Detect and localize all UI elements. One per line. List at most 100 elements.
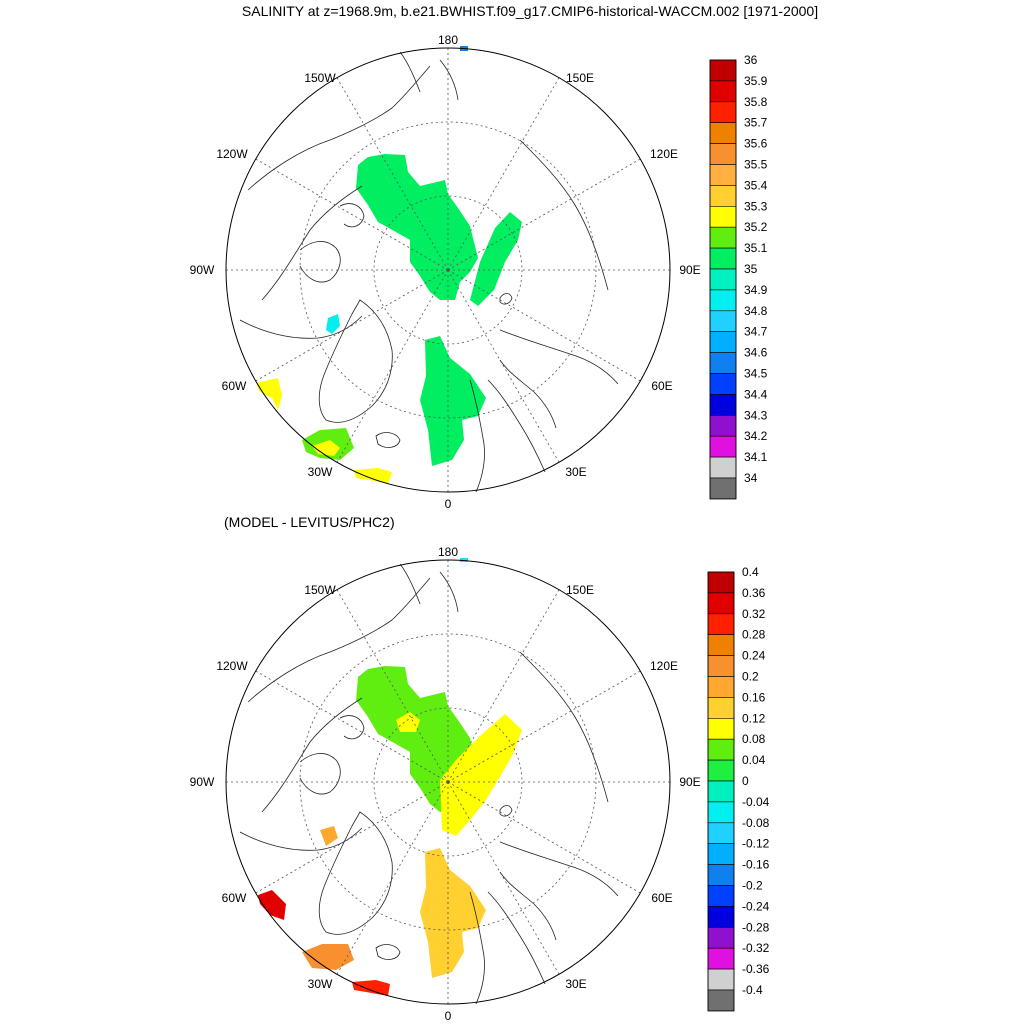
colorbar-swatch — [710, 123, 736, 144]
colorbar-swatch — [710, 478, 736, 499]
colorbar-swatch — [710, 374, 736, 395]
labrador-sea-region — [258, 890, 286, 920]
longitude-label: 90E — [679, 775, 700, 789]
colorbar-swatch — [710, 227, 736, 248]
bottom-colorbar: 0.4 0.36 0.32 0.28 0.24 0.2 0.16 0.12 0.08 0.04 0 -… — [708, 565, 770, 1011]
baffin-bay-region — [326, 314, 340, 334]
longitude-label: 150W — [304, 71, 336, 85]
colorbar-label: 0.32 — [742, 607, 766, 621]
colorbar-label: 35.1 — [744, 241, 768, 255]
coastline — [488, 892, 545, 984]
colorbar-label: 35.6 — [744, 137, 768, 151]
longitude-label: 60E — [651, 379, 672, 393]
colorbar-label: 34.9 — [744, 283, 768, 297]
coastline — [500, 842, 618, 896]
figure: SALINITY at z=1968.9m, b.e21.BWHIST.f09_… — [0, 0, 1024, 1024]
longitude-label: 150W — [304, 583, 336, 597]
colorbar-swatch — [708, 635, 734, 656]
colorbar-label: 34 — [744, 471, 758, 485]
longitude-label: 120W — [216, 147, 248, 161]
colorbar-label: 34.8 — [744, 304, 768, 318]
labrador-sea-region — [256, 378, 282, 410]
longitude-label: 120E — [650, 659, 678, 673]
coastline — [520, 652, 608, 802]
coastline — [500, 330, 618, 384]
colorbar-label: -0.4 — [742, 983, 763, 997]
colorbar-label: 0.2 — [742, 670, 759, 684]
coastline — [488, 380, 545, 472]
colorbar-swatch — [710, 81, 736, 102]
colorbar-swatch — [708, 802, 734, 823]
coastline — [340, 204, 364, 227]
colorbar-label: -0.32 — [742, 941, 770, 955]
colorbar-swatch — [710, 248, 736, 269]
longitude-label: 90W — [190, 263, 215, 277]
colorbar-label: 35.5 — [744, 158, 768, 172]
eurasian-basin-region — [470, 212, 522, 306]
colorbar-swatch — [710, 332, 736, 353]
colorbar-label: 0.12 — [742, 711, 766, 725]
colorbar-label: -0.36 — [742, 962, 770, 976]
colorbar-label: -0.04 — [742, 795, 770, 809]
top-salinity-field — [256, 46, 522, 484]
colorbar-swatch — [708, 927, 734, 948]
colorbar-swatch — [708, 739, 734, 760]
colorbar-swatch — [708, 886, 734, 907]
bottom-title: (MODEL - LEVITUS/PHC2) — [224, 514, 395, 530]
north-atlantic-region — [302, 944, 354, 970]
colorbar-swatch — [708, 823, 734, 844]
colorbar-label: 36 — [744, 53, 758, 67]
colorbar-label: 0.24 — [742, 649, 766, 663]
colorbar-swatch — [708, 697, 734, 718]
colorbar-label: 34.2 — [744, 429, 768, 443]
coastline — [240, 316, 362, 338]
colorbar-swatch — [708, 865, 734, 886]
longitude-label: 60E — [651, 891, 672, 905]
colorbar-swatch — [708, 969, 734, 990]
meridian-line — [448, 159, 640, 270]
longitude-label: 30E — [565, 977, 586, 991]
colorbar-swatch — [708, 844, 734, 865]
coastline — [340, 716, 364, 739]
longitude-label: 0 — [445, 497, 452, 511]
colorbar-swatch — [710, 436, 736, 457]
colorbar-label: 0.16 — [742, 690, 766, 704]
colorbar-label: 34.6 — [744, 346, 768, 360]
north-atlantic-east-region — [352, 980, 390, 996]
longitude-label: 90W — [190, 775, 215, 789]
top-map-panel: 180150W 150E120W 120E90W 90E60W 60E30W 30E0 — [190, 33, 701, 511]
colorbar-label: 35.9 — [744, 74, 768, 88]
top-title: SALINITY at z=1968.9m, b.e21.BWHIST.f09_… — [242, 3, 818, 19]
longitude-label: 120E — [650, 147, 678, 161]
coastline — [500, 872, 556, 940]
colorbar-swatch — [708, 677, 734, 698]
coastline — [500, 294, 512, 305]
colorbar-label: 34.1 — [744, 450, 768, 464]
longitude-label: 30E — [565, 465, 586, 479]
nordic-seas-region — [420, 336, 486, 466]
colorbar-label: 35 — [744, 262, 758, 276]
colorbar-label: 35.2 — [744, 220, 768, 234]
longitude-label: 30W — [308, 977, 333, 991]
colorbar-swatch — [708, 718, 734, 739]
colorbar-label: -0.12 — [742, 837, 770, 851]
colorbar-swatch — [708, 760, 734, 781]
colorbar-label: 0 — [742, 774, 749, 788]
bottom-graticule — [226, 560, 670, 1004]
colorbar-swatch — [708, 614, 734, 635]
colorbar-swatch — [710, 290, 736, 311]
colorbar-swatch — [710, 206, 736, 227]
colorbar-swatch — [710, 457, 736, 478]
colorbar-swatch — [708, 781, 734, 802]
top-graticule — [226, 48, 670, 492]
colorbar-swatch — [710, 165, 736, 186]
bottom-map-panel: 180150W 150E120W 120E90W 90E60W 60E30W 30E0 — [190, 545, 701, 1023]
coastline — [440, 60, 458, 100]
longitude-label: 60W — [222, 379, 247, 393]
colorbar-label: 34.3 — [744, 408, 768, 422]
longitude-label: 90E — [679, 263, 700, 277]
north-atlantic-east-region — [354, 468, 392, 484]
colorbar-swatch — [710, 60, 736, 81]
coastline — [376, 433, 400, 448]
colorbar-swatch — [710, 311, 736, 332]
